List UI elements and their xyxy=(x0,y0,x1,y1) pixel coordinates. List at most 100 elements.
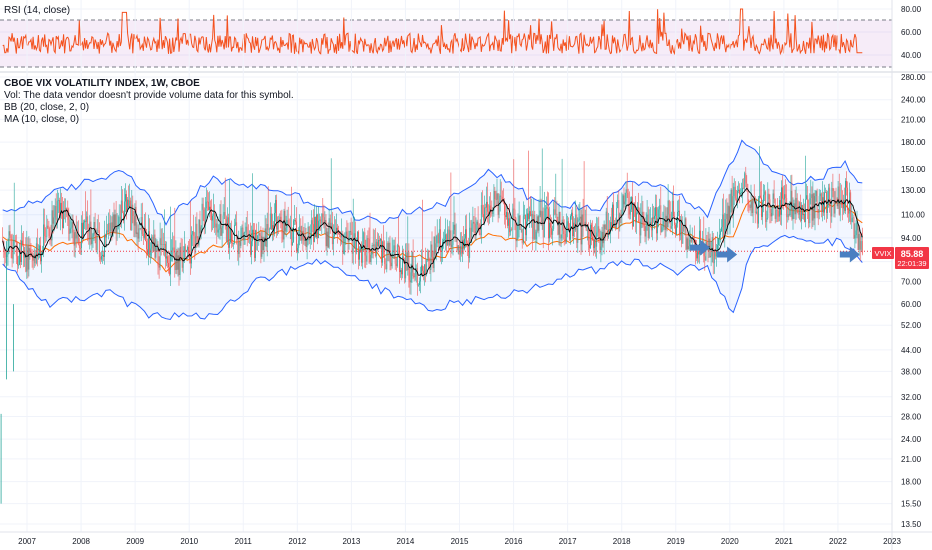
candle-body xyxy=(316,214,317,237)
annotation-arrow-icon[interactable] xyxy=(690,239,711,256)
candle-body xyxy=(443,239,444,242)
candle-body xyxy=(618,200,620,228)
time-tick-label: 2013 xyxy=(342,537,360,546)
candle-body xyxy=(510,229,512,233)
price-tick-label: 44.00 xyxy=(901,346,922,355)
candle-body xyxy=(674,216,675,225)
candle-body xyxy=(286,220,288,228)
candle-body xyxy=(666,215,668,228)
candle-body xyxy=(540,210,542,225)
candle-body xyxy=(178,255,180,275)
candle-body xyxy=(112,214,114,237)
candle-body xyxy=(412,252,414,276)
candle-body xyxy=(805,199,806,222)
candle-body xyxy=(22,240,23,246)
price-tick-label: 210.00 xyxy=(901,115,926,124)
price-tick-label: 21.00 xyxy=(901,455,922,464)
candle-body xyxy=(471,223,473,238)
candle-body xyxy=(283,210,285,240)
candle-body xyxy=(13,239,15,247)
candle-body xyxy=(536,216,538,232)
candle-body xyxy=(148,231,149,255)
price-tick-label: 180.00 xyxy=(901,138,926,147)
candle-body xyxy=(484,207,485,221)
candle-body xyxy=(419,281,420,285)
candle-body xyxy=(41,252,42,262)
candle-body xyxy=(72,221,74,233)
candle-body xyxy=(215,223,217,228)
candle-body xyxy=(43,224,44,252)
candle-body xyxy=(767,193,769,218)
time-tick-label: 2022 xyxy=(829,537,847,546)
candle-body xyxy=(423,270,424,274)
candle-body xyxy=(188,246,189,254)
candle-body xyxy=(718,238,719,245)
candle-body xyxy=(8,231,10,248)
chart-title[interactable]: CBOE VIX VOLATILITY INDEX, 1W, CBOE xyxy=(4,78,200,89)
candle-body xyxy=(665,215,667,230)
candle-body xyxy=(548,208,549,239)
time-axis[interactable]: 2007 2008 2009 2010 2011 2012 2013 2014 2015 2016… xyxy=(18,537,901,546)
candle-body xyxy=(228,217,229,248)
candle-body xyxy=(600,246,602,251)
candle-body xyxy=(399,247,400,272)
candle-body xyxy=(853,217,855,239)
rsi-line xyxy=(2,8,863,56)
candle-body xyxy=(755,211,757,214)
bb-legend[interactable]: BB (20, close, 2, 0) xyxy=(4,102,90,113)
candle-body xyxy=(827,204,828,213)
candle-body xyxy=(118,216,120,227)
time-tick-label: 2019 xyxy=(667,537,685,546)
candle-body xyxy=(369,253,371,262)
candle-body xyxy=(352,248,354,254)
ma-legend[interactable]: MA (10, close, 0) xyxy=(4,114,80,125)
candle-body xyxy=(94,222,96,236)
candle-body xyxy=(820,193,822,212)
rsi-legend[interactable]: RSI (14, close) xyxy=(4,5,71,16)
candle-body xyxy=(517,226,519,239)
candle-body xyxy=(370,254,372,262)
candle-body xyxy=(213,210,215,216)
time-tick-label: 2017 xyxy=(559,537,577,546)
candle-body xyxy=(804,214,805,222)
annotation-arrow-icon[interactable] xyxy=(839,246,860,263)
candle-body xyxy=(613,204,614,227)
candle-body xyxy=(681,219,683,244)
candle-body xyxy=(646,214,648,226)
candle-body xyxy=(171,250,173,257)
candle-body xyxy=(175,251,177,271)
rsi-panel: 80.00 60.00 40.00 xyxy=(0,5,922,68)
candle-body xyxy=(822,197,823,212)
badge-symbol: VVIX xyxy=(874,249,891,258)
candle-body xyxy=(561,219,563,238)
candle-body xyxy=(857,222,859,250)
candle-body xyxy=(543,218,545,238)
candle-body xyxy=(431,244,433,257)
candle-body xyxy=(224,212,226,220)
candle-body xyxy=(422,265,423,271)
candle-body xyxy=(117,226,119,228)
candle-body xyxy=(205,201,207,209)
candle-body xyxy=(413,275,415,278)
badge-countdown: 22:01:39 xyxy=(897,259,926,268)
candle-body xyxy=(783,198,784,200)
candle-body xyxy=(786,198,788,218)
annotation-arrow-icon[interactable] xyxy=(717,246,738,263)
candle-body xyxy=(48,228,50,236)
candle-body xyxy=(532,214,534,239)
candle-body xyxy=(535,231,537,240)
candle-body xyxy=(372,245,374,247)
candle-body xyxy=(126,194,127,212)
candle-body xyxy=(323,217,325,225)
candle-body xyxy=(268,229,270,230)
candle-body xyxy=(810,194,812,198)
candle-body xyxy=(162,244,164,245)
candle-body xyxy=(203,209,205,226)
candle-body xyxy=(654,215,655,219)
candle-body xyxy=(554,209,556,215)
candle-body xyxy=(195,223,197,248)
candle-body xyxy=(321,213,323,224)
candle-body xyxy=(406,252,408,271)
candle-body xyxy=(590,224,591,249)
